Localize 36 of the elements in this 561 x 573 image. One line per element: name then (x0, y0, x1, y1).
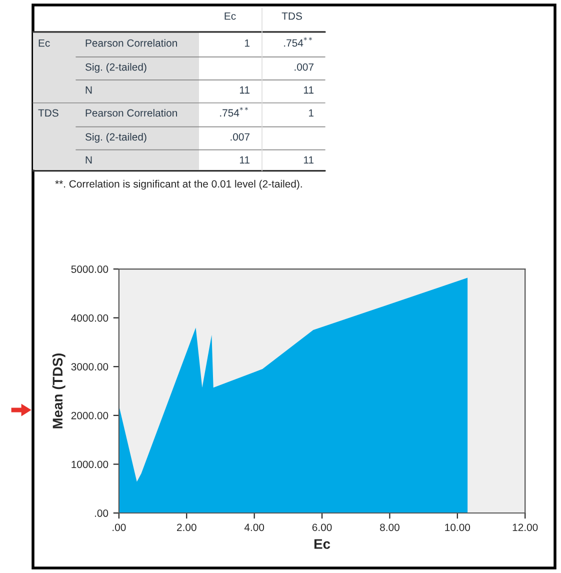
y-axis-title: Mean (TDS) (52, 354, 66, 428)
x-tick-label: 12.00 (512, 524, 538, 532)
text: 11 (304, 86, 314, 94)
text: .754$^{**}$ (284, 37, 312, 47)
x-tick-label: .00 (112, 524, 126, 532)
text: 11 (304, 156, 314, 164)
y-tick-label: .00 (94, 510, 108, 517)
text: TDS (282, 12, 302, 20)
text: 11 (240, 86, 250, 94)
x-tick-label: 6.00 (312, 524, 332, 532)
x-axis-title: Ec (314, 539, 330, 549)
x-tick-label: 8.00 (380, 524, 400, 532)
text: .007 (230, 133, 250, 141)
text: N (86, 156, 92, 164)
text: .754$^{**}$ (220, 107, 248, 117)
y-tick-label: 1000.00 (72, 460, 108, 468)
text: Ec (224, 12, 236, 20)
x-tick-label: 10.00 (445, 524, 470, 532)
x-tick-label: 4.00 (244, 524, 264, 532)
text: Pearson Correlation (86, 39, 177, 47)
text: Sig. (2-tailed) (85, 63, 146, 73)
text: .007 (294, 63, 314, 71)
y-tick-label: 3000.00 (71, 363, 108, 370)
text: 11 (240, 156, 250, 164)
x-tick-label: 2.00 (177, 524, 196, 532)
text: **. Correlation is significant at the 0.01 level (2-tailed). (55, 180, 302, 190)
text: 1 (245, 39, 250, 47)
text: Sig. (2-tailed) (85, 132, 146, 143)
y-tick-label: 4000.00 (71, 314, 108, 322)
text: 1 (309, 109, 314, 117)
text: TDS (38, 109, 58, 117)
y-tick-label: 2000.00 (71, 412, 108, 420)
text: Ec (38, 39, 50, 47)
y-tick-label: 5000.00 (71, 266, 108, 273)
text: N (86, 86, 92, 94)
text: Pearson Correlation (86, 109, 177, 117)
